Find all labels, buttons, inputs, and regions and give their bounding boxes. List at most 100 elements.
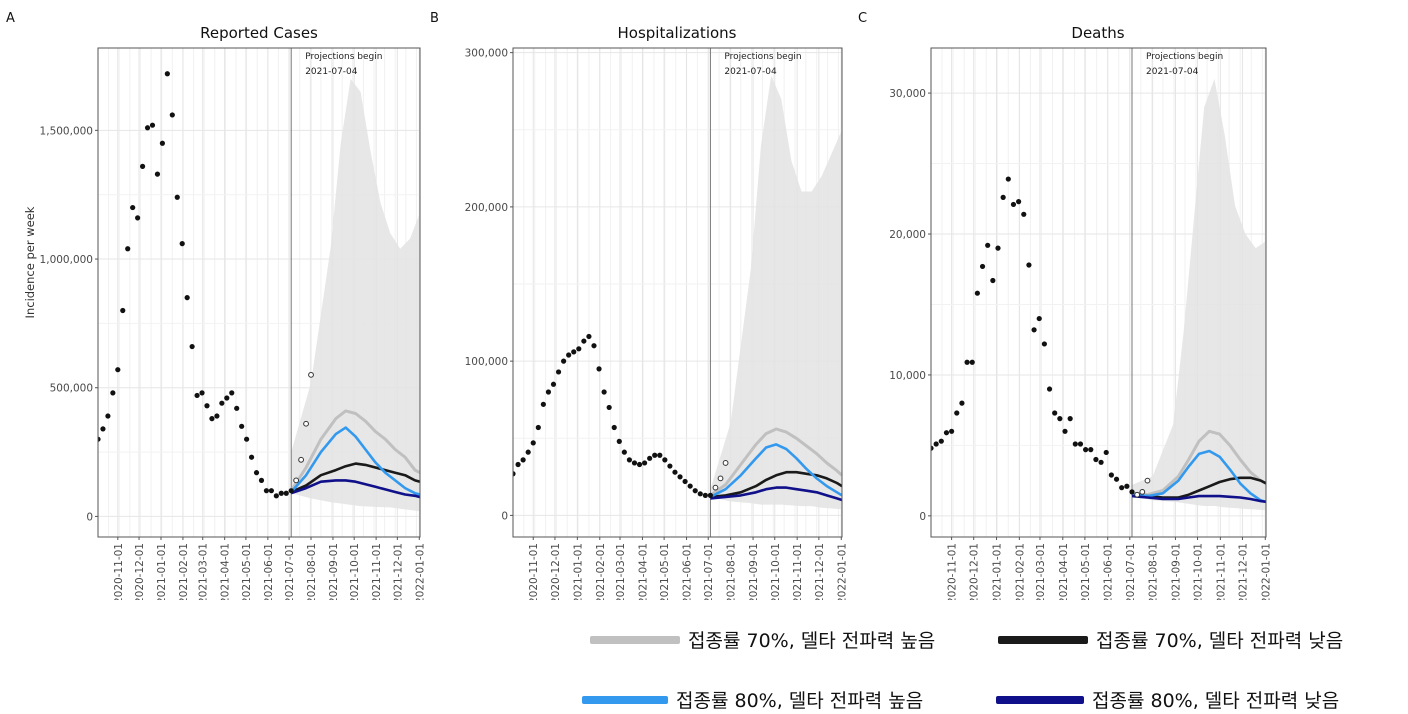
data-point xyxy=(1103,449,1109,456)
data-point xyxy=(938,438,944,444)
data-point xyxy=(591,343,597,349)
data-point xyxy=(174,194,180,200)
data-point xyxy=(535,424,541,431)
x-tick-label: 2021-03-01 xyxy=(198,543,210,600)
series-line-1 xyxy=(709,427,842,497)
data-point xyxy=(515,461,521,468)
data-point xyxy=(100,426,106,432)
data-point xyxy=(239,423,245,429)
x-tick-label: 2021-03-01 xyxy=(1035,543,1047,600)
annotation-line-2: 2021-07-04 xyxy=(724,67,777,77)
data-point xyxy=(1021,211,1027,217)
x-tick-label: 2021-09-01 xyxy=(328,543,340,600)
series-line-3 xyxy=(1131,449,1266,504)
x-tick-label: 2020-11-01 xyxy=(113,543,125,600)
data-point xyxy=(540,401,546,407)
x-tick-label: 2022-01-01 xyxy=(836,543,848,600)
panel-a: Projections begin 2021-07-04 0 500,000 1,000… xyxy=(6,11,426,600)
data-point xyxy=(1057,416,1063,422)
data-point xyxy=(959,400,965,406)
data-point xyxy=(990,277,996,284)
data-point xyxy=(273,493,279,499)
data-point xyxy=(662,457,668,463)
x-tick-label: 2020-12-01 xyxy=(550,543,562,600)
data-point xyxy=(164,71,170,77)
data-point xyxy=(933,441,939,447)
x-tick-label: 2021-11-01 xyxy=(792,543,804,600)
x-tick-label: 2021-11-01 xyxy=(1215,543,1227,600)
y-tick-label: 200,000 xyxy=(465,202,508,214)
x-tick-label: 2021-10-01 xyxy=(770,543,782,600)
plot-area xyxy=(98,48,420,537)
data-point xyxy=(1083,447,1089,453)
data-point xyxy=(995,245,1001,251)
data-point xyxy=(979,263,986,270)
data-point xyxy=(1093,456,1099,463)
x-tick-label: 2021-01-01 xyxy=(992,543,1004,600)
data-point xyxy=(1119,485,1125,491)
data-point-open xyxy=(712,484,719,491)
data-point xyxy=(199,390,205,396)
series-line-3 xyxy=(709,443,842,499)
legend-swatch-4 xyxy=(996,695,1084,704)
x-tick-label: 2021-12-01 xyxy=(814,543,826,600)
panel-title: Reported Cases xyxy=(200,24,318,42)
panel-border xyxy=(97,47,421,538)
x-tick-label: 2021-09-01 xyxy=(1170,543,1182,600)
data-point xyxy=(555,369,562,375)
data-point xyxy=(169,112,175,118)
x-tick-label: 2021-08-01 xyxy=(306,543,318,600)
data-point xyxy=(931,445,934,451)
x-tick-label: 2021-10-01 xyxy=(1193,543,1205,600)
legend-label-2: 접종률 70%, 델타 전파력 낮음 xyxy=(1096,630,1344,652)
legend-swatch-1 xyxy=(590,635,680,644)
data-point xyxy=(125,246,131,252)
panel-title: Hospitalizations xyxy=(618,24,737,42)
data-point xyxy=(1052,410,1058,416)
data-point xyxy=(1062,428,1068,434)
data-point xyxy=(513,471,516,477)
data-point xyxy=(1113,476,1120,482)
legend-label-1: 접종률 70%, 델타 전파력 높음 xyxy=(688,630,936,652)
x-tick-label: 2021-06-01 xyxy=(682,543,694,600)
x-tick-label: 2021-08-01 xyxy=(1148,543,1160,600)
data-point xyxy=(179,241,185,247)
data-point-open xyxy=(1134,491,1141,498)
series-line-1 xyxy=(289,409,420,492)
panel-title: Deaths xyxy=(1071,24,1124,42)
data-point xyxy=(1031,327,1037,333)
x-tick-label: 2021-03-01 xyxy=(615,543,627,600)
data-point xyxy=(672,469,678,475)
series-line-3 xyxy=(290,426,420,496)
x-tick-label: 2021-01-01 xyxy=(156,543,168,600)
x-tick-label: 2021-07-01 xyxy=(1125,543,1137,600)
data-point xyxy=(642,460,648,466)
data-point xyxy=(626,457,633,463)
x-tick-label: 2020-11-01 xyxy=(947,543,959,600)
y-tick-label: 1,000,000 xyxy=(40,254,93,266)
x-tick-label: 2021-04-01 xyxy=(220,543,232,600)
data-point xyxy=(682,478,688,485)
data-point xyxy=(530,440,536,446)
y-tick-label: 30,000 xyxy=(889,88,926,100)
y-tick-label: 0 xyxy=(501,510,508,522)
data-point xyxy=(224,395,230,401)
data-point xyxy=(1036,315,1042,322)
series-line-4 xyxy=(710,486,842,502)
annotation-line-2: 2021-07-04 xyxy=(1146,67,1199,77)
data-point xyxy=(1005,176,1011,182)
plot-area xyxy=(931,48,1266,537)
data-point xyxy=(616,438,622,444)
legend-item-3: 접종률 80%, 델타 전파력 높음 xyxy=(582,686,923,713)
legend-swatch-2 xyxy=(998,635,1088,644)
data-point xyxy=(283,490,289,496)
data-point xyxy=(253,470,260,476)
legend-item-4: 접종률 80%, 델타 전파력 낮음 xyxy=(996,686,1339,713)
data-point xyxy=(576,346,582,352)
data-point xyxy=(652,452,658,458)
x-tick-label: 2021-05-01 xyxy=(241,543,253,600)
data-point xyxy=(1026,262,1032,268)
legend-swatch-3 xyxy=(582,695,668,704)
data-point xyxy=(1098,459,1104,465)
